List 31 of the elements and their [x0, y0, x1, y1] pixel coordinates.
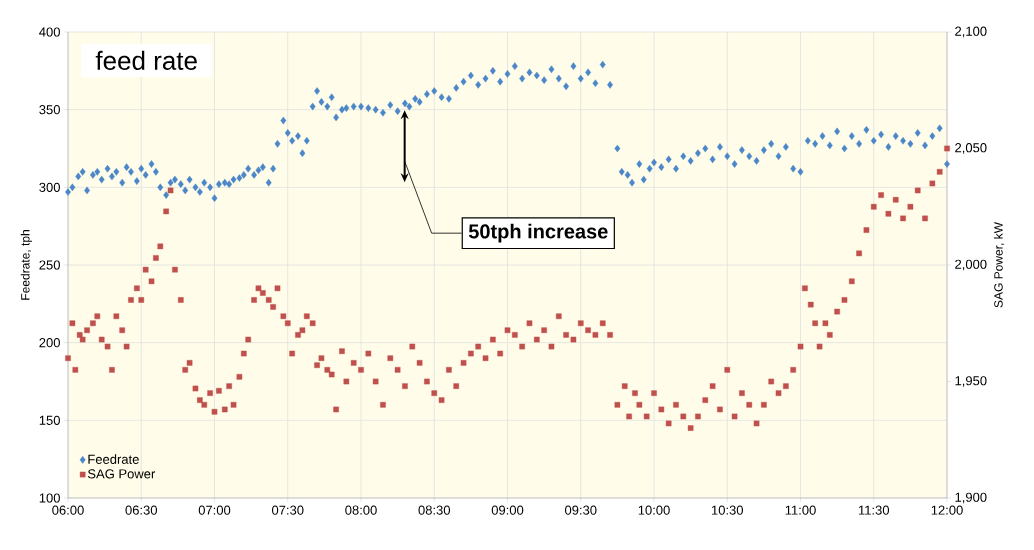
y-tick-label: 200 [39, 338, 60, 348]
y-tick-label: 150 [39, 415, 60, 425]
y2-tick-label: 1,950 [955, 376, 987, 387]
y-tick-label: 100 [39, 493, 60, 503]
x-tick-label: 06:00 [52, 505, 84, 515]
x-tick-label: 11:30 [858, 505, 890, 515]
legend-label: Feedrate [88, 454, 139, 464]
x-tick-label: 08:00 [345, 505, 377, 515]
text: feed rate [95, 50, 197, 70]
y2-tick-label: 1,900 [955, 492, 987, 504]
y-tick-label: 350 [39, 105, 60, 115]
y2-axis-title: SAG Power, kW [993, 222, 1005, 308]
legend-label: SAG Power [87, 469, 156, 479]
y-tick-label: 400 [39, 27, 60, 37]
y-tick-label: 250 [39, 260, 60, 270]
x-tick-label: 10:30 [711, 505, 744, 515]
y-tick-label: 300 [39, 182, 60, 192]
annotation: 50tph increase [468, 223, 608, 243]
x-tick-label: 09:30 [565, 505, 597, 515]
x-tick-label: 09:00 [491, 505, 524, 515]
y2-tick-label: 2,050 [955, 143, 987, 154]
x-tick-label: 12:00 [931, 505, 963, 515]
x-tick-label: 06:30 [125, 505, 157, 515]
x-tick-label: 11:00 [785, 505, 816, 515]
y2-tick-label: 2,000 [955, 259, 987, 271]
x-tick-label: 07:00 [198, 505, 231, 515]
y2-tick-label: 2,100 [955, 26, 987, 38]
y-axis-title: Feedrate, tph [20, 230, 32, 300]
x-tick-label: 10:00 [638, 505, 670, 515]
x-tick-label: 07:30 [272, 505, 304, 515]
x-tick-label: 08:30 [418, 505, 450, 515]
